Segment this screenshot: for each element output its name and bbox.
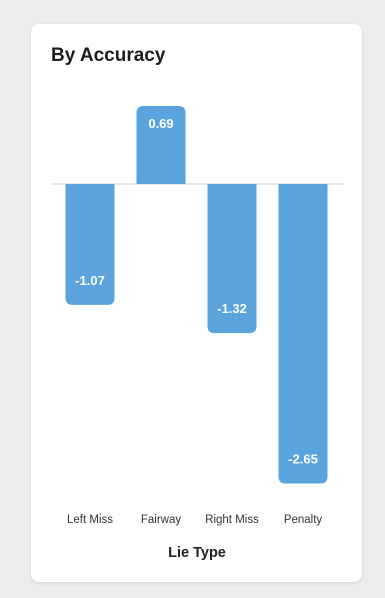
card-title: By Accuracy	[51, 45, 166, 66]
category-label: Fairway	[141, 514, 182, 526]
bar-fairway	[136, 106, 186, 184]
bar-value-label: -1.07	[75, 273, 105, 288]
category-label: Right Miss	[205, 514, 259, 526]
bar-value-label: -1.32	[217, 301, 247, 316]
bar-chart: -1.07 0.69 -1.32 -2.65 Left Miss Fairway Righ…	[51, 106, 343, 561]
bar-penalty	[278, 184, 328, 484]
bar-right-miss	[207, 184, 257, 334]
category-label: Left Miss	[67, 514, 113, 526]
x-axis-title: Lie Type	[168, 545, 226, 561]
bar-value-label: -2.65	[288, 451, 318, 466]
chart-card: By Accuracy -1.07 0.69 -1.32 -2.65 Left Mis…	[31, 24, 362, 582]
bar-value-label: 0.69	[148, 116, 173, 131]
bar-left-miss	[65, 184, 115, 305]
category-label: Penalty	[284, 514, 323, 526]
